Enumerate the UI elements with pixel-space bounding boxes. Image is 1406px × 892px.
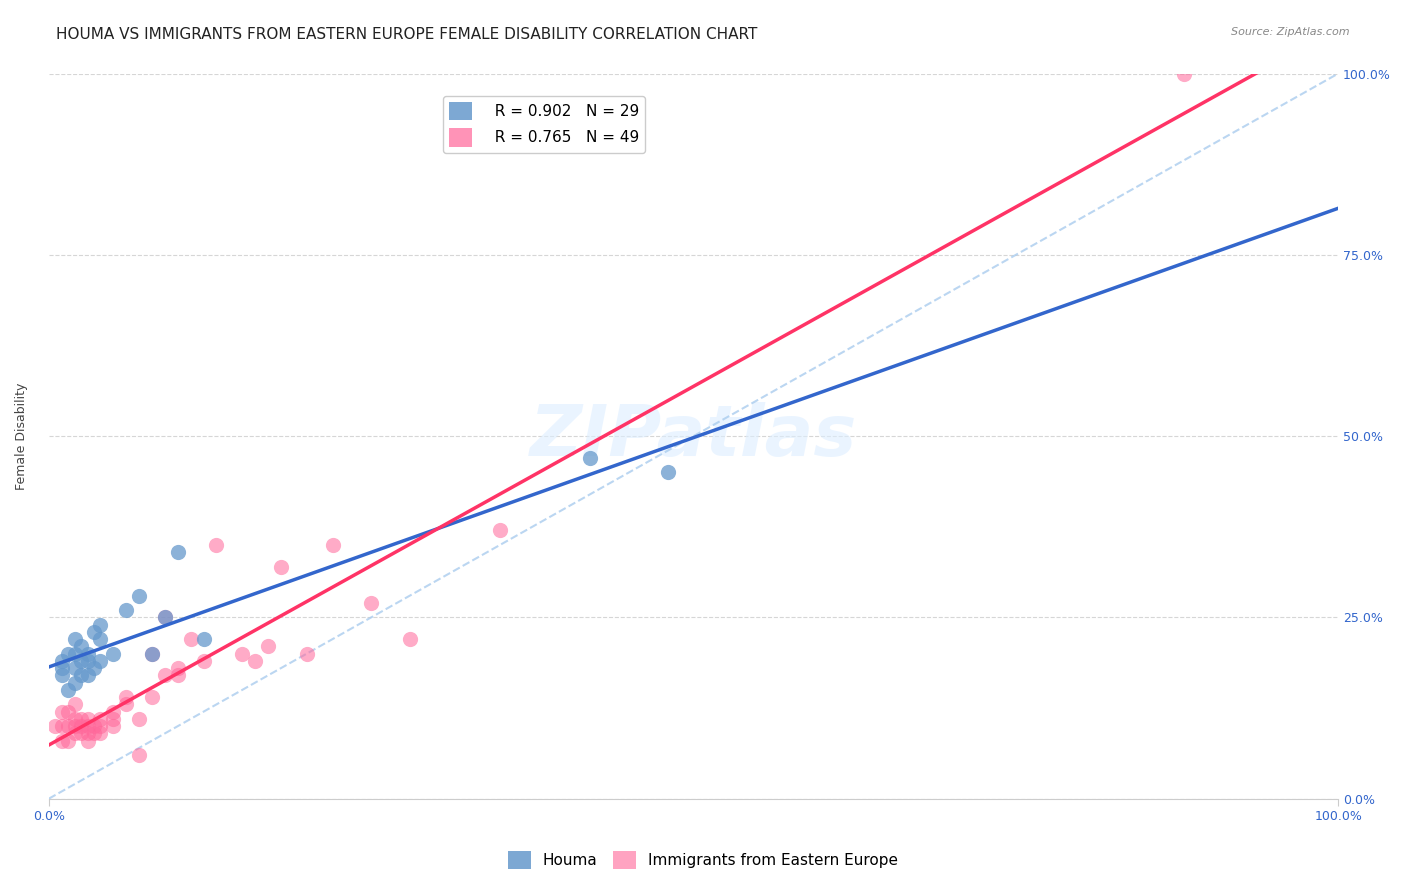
Point <box>51 719 73 733</box>
Point <box>1173 66 1195 80</box>
Point <box>153 610 176 624</box>
Point <box>103 647 125 661</box>
Point <box>166 545 188 559</box>
Point <box>166 661 188 675</box>
Point <box>63 712 86 726</box>
Point <box>56 682 79 697</box>
Point <box>70 640 93 654</box>
Text: HOUMA VS IMMIGRANTS FROM EASTERN EUROPE FEMALE DISABILITY CORRELATION CHART: HOUMA VS IMMIGRANTS FROM EASTERN EUROPE … <box>56 27 758 42</box>
Point <box>243 654 266 668</box>
Point <box>166 668 188 682</box>
Point <box>83 661 105 675</box>
Point <box>51 661 73 675</box>
Text: ZIPatlas: ZIPatlas <box>530 401 858 471</box>
Point <box>231 647 253 661</box>
Point <box>76 719 98 733</box>
Point <box>103 712 125 726</box>
Point <box>63 632 86 647</box>
Legend: Houma, Immigrants from Eastern Europe: Houma, Immigrants from Eastern Europe <box>502 845 904 875</box>
Point <box>89 726 111 740</box>
Point <box>89 632 111 647</box>
Point <box>579 450 602 465</box>
Point <box>51 705 73 719</box>
Point <box>141 647 163 661</box>
Point <box>128 712 150 726</box>
Point <box>83 719 105 733</box>
Point <box>56 719 79 733</box>
Point <box>205 538 228 552</box>
Point <box>70 654 93 668</box>
Point <box>83 726 105 740</box>
Point <box>360 596 382 610</box>
Point <box>257 640 280 654</box>
Point <box>76 712 98 726</box>
Point <box>44 719 66 733</box>
Y-axis label: Female Disability: Female Disability <box>15 383 28 490</box>
Point <box>153 610 176 624</box>
Text: Source: ZipAtlas.com: Source: ZipAtlas.com <box>1232 27 1350 37</box>
Point <box>83 624 105 639</box>
Point <box>141 647 163 661</box>
Point <box>103 719 125 733</box>
Point <box>89 654 111 668</box>
Point <box>89 712 111 726</box>
Point <box>76 668 98 682</box>
Point <box>63 661 86 675</box>
Point <box>63 719 86 733</box>
Point <box>128 589 150 603</box>
Point <box>321 538 343 552</box>
Point <box>56 733 79 747</box>
Point <box>89 719 111 733</box>
Point <box>115 698 138 712</box>
Point <box>63 726 86 740</box>
Point <box>51 654 73 668</box>
Point <box>115 603 138 617</box>
Point <box>51 668 73 682</box>
Point <box>180 632 202 647</box>
Point <box>70 719 93 733</box>
Point <box>128 748 150 763</box>
Legend:   R = 0.902   N = 29,   R = 0.765   N = 49: R = 0.902 N = 29, R = 0.765 N = 49 <box>443 95 645 153</box>
Point <box>89 617 111 632</box>
Point <box>51 733 73 747</box>
Point <box>193 654 215 668</box>
Point <box>115 690 138 705</box>
Point <box>63 698 86 712</box>
Point <box>76 726 98 740</box>
Point <box>141 690 163 705</box>
Point <box>399 632 422 647</box>
Point <box>270 559 292 574</box>
Point <box>103 705 125 719</box>
Point <box>76 733 98 747</box>
Point <box>153 668 176 682</box>
Point <box>56 705 79 719</box>
Point <box>295 647 318 661</box>
Point <box>193 632 215 647</box>
Point <box>63 675 86 690</box>
Point <box>70 726 93 740</box>
Point <box>76 647 98 661</box>
Point <box>76 654 98 668</box>
Point <box>70 712 93 726</box>
Point <box>63 647 86 661</box>
Point <box>489 524 512 538</box>
Point <box>70 668 93 682</box>
Point <box>657 466 679 480</box>
Point <box>56 647 79 661</box>
